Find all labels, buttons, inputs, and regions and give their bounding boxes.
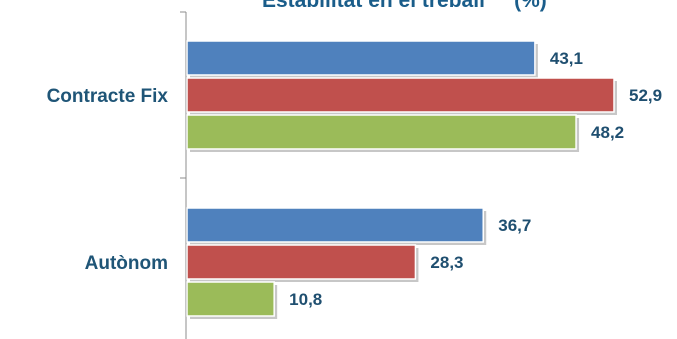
value-label: 10,8: [289, 290, 322, 309]
value-label: 36,7: [498, 216, 531, 235]
value-label: 48,2: [591, 123, 624, 142]
bar: [186, 244, 417, 280]
chart-title: Estabilitat en el treball (%): [262, 0, 547, 12]
bar: [186, 77, 615, 113]
chart-marks: Contracte Fix 43,1 52,9 48,2 Autònom 36,7 28,3…: [47, 40, 662, 319]
bar: [186, 114, 577, 150]
category-label: Autònom: [85, 253, 168, 274]
category-label: Contracte Fix: [47, 86, 169, 107]
bar: [186, 281, 275, 317]
bar: [186, 40, 536, 76]
value-label: 28,3: [430, 253, 463, 272]
bar: [186, 207, 484, 243]
value-label: 43,1: [550, 49, 583, 68]
value-label: 52,9: [629, 86, 662, 105]
